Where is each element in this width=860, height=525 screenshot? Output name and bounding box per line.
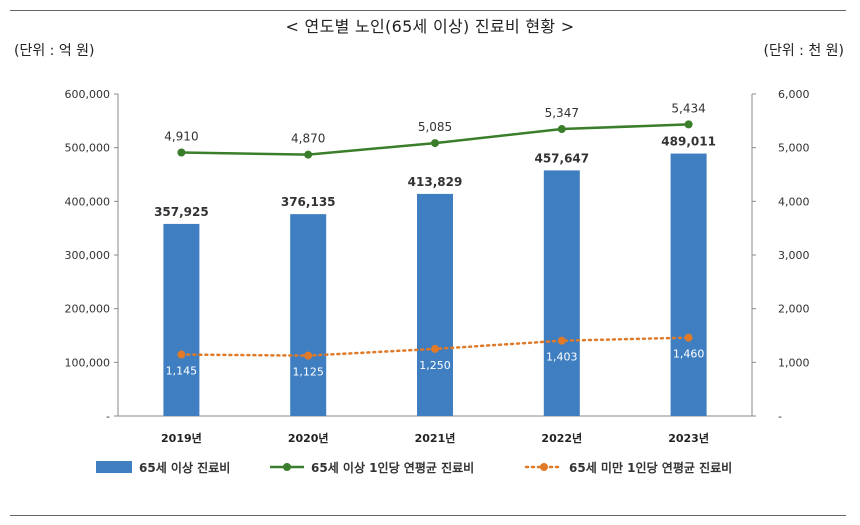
line-data-label-65-plus: 5,347 [545,106,579,120]
chart-title: < 연도별 노인(65세 이상) 진료비 현황 > [285,17,575,36]
y-tick-label-left: 300,000 [65,249,111,262]
y-tick-label-left: - [106,410,110,423]
bar-data-label: 457,647 [534,151,589,165]
axes-layer: - - 100,000 1,000 200,000 2,000 300,000 3,000 40… [65,88,810,445]
unit-right-label: (단위 : 천 원) [763,43,844,59]
y-tick-label-left: 200,000 [65,303,111,316]
line-data-label-under-65: 1,460 [673,348,705,361]
labels-layer: 357,925 376,135 413,829 457,647 489,011 4,910… [154,101,716,378]
line-data-label-under-65: 1,145 [166,365,198,378]
bottom-rule [10,515,846,516]
line-point-under-65 [431,344,439,353]
top-rule [10,10,846,11]
lines-layer [177,120,693,360]
bar-data-label: 357,925 [154,205,209,219]
y-tick-label-right: - [778,410,782,423]
bar-data-label: 489,011 [661,135,716,149]
x-tick-label: 2019년 [161,431,202,445]
line-data-label-65-plus: 4,870 [291,132,325,146]
legend-marker-dotted [540,463,548,471]
line-point-under-65 [177,350,186,359]
legend-marker-line [283,463,291,471]
y-tick-label-left: 400,000 [65,195,111,208]
legend-label-line: 65세 이상 1인당 연평균 진료비 [311,460,474,475]
line-data-label-65-plus: 5,085 [418,120,452,134]
y-tick-label-right: 6,000 [778,88,810,101]
y-tick-label-right: 3,000 [778,249,810,262]
y-tick-label-right: 4,000 [778,195,810,208]
line-data-label-65-plus: 5,434 [671,101,705,115]
y-tick-label-right: 1,000 [778,356,810,369]
line-point-65-plus [304,150,313,159]
bar [290,214,327,416]
x-tick-label: 2021년 [415,431,456,445]
bar [163,223,200,416]
line-point-65-plus [684,120,693,129]
bar-data-label: 376,135 [281,195,336,209]
line-point-65-plus [431,139,439,148]
legend-label-dotted: 65세 미만 1인당 연평균 진료비 [569,460,732,475]
bars-layer [163,153,707,417]
line-point-65-plus [557,125,566,134]
unit-left-label: (단위 : 억 원) [14,43,95,59]
line-point-under-65 [684,333,693,342]
line-data-label-under-65: 1,250 [419,359,451,372]
legend: 65세 이상 진료비 65세 이상 1인당 연평균 진료비 65세 미만 1인당 연… [96,460,732,475]
line-data-label-under-65: 1,403 [546,351,578,364]
line-point-under-65 [304,351,313,360]
x-tick-label: 2020년 [288,431,329,445]
bar [543,170,580,416]
x-tick-label: 2023년 [668,431,709,445]
line-data-label-65-plus: 4,910 [164,129,198,143]
bar-data-label: 413,829 [408,175,463,189]
bar [670,153,707,417]
y-tick-label-left: 600,000 [65,88,111,101]
line-point-65-plus [177,148,186,157]
line-point-under-65 [557,336,566,345]
bar [417,193,453,416]
legend-label-bar: 65세 이상 진료비 [139,460,230,475]
legend-swatch-bar [96,461,132,473]
x-tick-label: 2022년 [541,431,582,445]
y-tick-label-left: 100,000 [65,356,111,369]
line-data-label-under-65: 1,125 [292,366,324,379]
y-tick-label-right: 2,000 [778,303,810,316]
y-tick-label-left: 500,000 [65,142,111,155]
y-tick-label-right: 5,000 [778,142,810,155]
